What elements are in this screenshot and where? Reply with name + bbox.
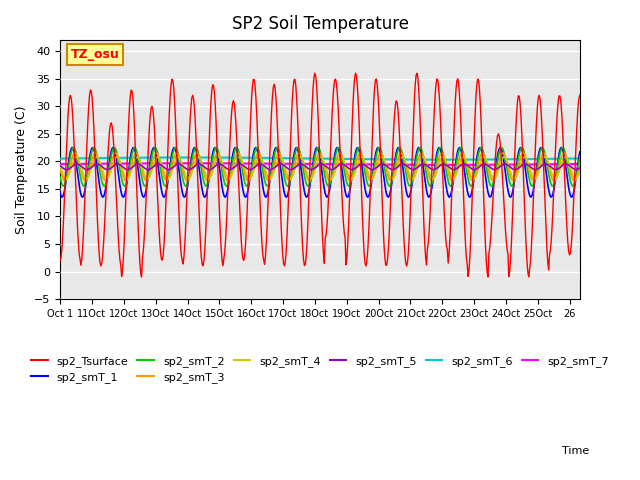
Y-axis label: Soil Temperature (C): Soil Temperature (C) <box>15 105 29 234</box>
Text: TZ_osu: TZ_osu <box>70 48 119 61</box>
Legend: sp2_Tsurface, sp2_smT_1, sp2_smT_2, sp2_smT_3, sp2_smT_4, sp2_smT_5, sp2_smT_6, : sp2_Tsurface, sp2_smT_1, sp2_smT_2, sp2_… <box>27 351 613 387</box>
Title: SP2 Soil Temperature: SP2 Soil Temperature <box>232 15 408 33</box>
Text: Time: Time <box>561 445 589 456</box>
